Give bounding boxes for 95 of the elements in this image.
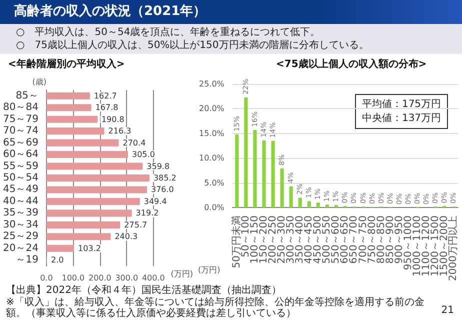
y-tick-label: 65～69 [2,137,38,148]
y-tick-label: 30～34 [2,219,38,230]
x-tick-label: 950～1000 [402,216,414,270]
data-label: 319.2 [136,208,159,218]
bar [316,202,320,208]
y-tick-label: 40～44 [2,196,38,207]
y-tick-label: 75～79 [2,114,38,125]
annotation: 中央値：137万円 [362,112,442,124]
bar [46,174,150,182]
data-label: 385.2 [153,174,176,182]
bar [46,210,132,217]
y-tick-label: 35～39 [2,208,38,219]
text: ※「収入」は、給与収入、年金等については給与所得控除、公的年金等控除を適用する前の金額。（事業収入等に係る仕入原価や必要経費は差し引いている） [6,296,426,320]
x-tick-label: 750～800 [366,216,378,264]
y-tick-label: 85～ [16,90,38,102]
x-tick-label: 650～700 [348,216,360,264]
bar [46,128,104,135]
bar [46,186,147,194]
data-label: 190.8 [101,114,124,124]
y-tick-label: 20～24 [2,242,38,254]
y-tick-label: 0.0% [204,203,225,212]
annotation: 平均値：175万円 [362,98,442,110]
data-label: 167.8 [95,103,118,112]
bar [271,140,275,208]
text: 【出典】2022年（令和４年）国民生活基礎調査（抽出調査） [6,285,282,296]
x-tick-label: 150～200 [258,216,270,264]
y-tick-label: ～19 [16,254,38,266]
x-tick-label: 900～950 [394,216,405,264]
x-tick-label: 300.0 [115,274,138,282]
y-tick-label: 80～84 [2,102,38,114]
data-label: 216.3 [108,126,132,136]
x-tick-label: 100.0 [62,274,85,282]
y-tick-label: 25.0% [198,80,225,88]
text: ○ 平均収入は、50～54歳を頂点に、年齢を重ねるにつれて低下。 [16,26,322,39]
bar [46,151,128,158]
data-label: 305.0 [132,150,155,160]
text: 21 [441,305,454,316]
y-tick-label: 60～64 [2,149,38,160]
x-tick-label: 400.0 [142,274,165,282]
y-tick-label: 5.0% [204,178,225,188]
x-tick-label: 50万円未満 [230,216,242,268]
bar [334,205,338,208]
bar [307,201,311,208]
data-label: 103.2 [78,244,101,253]
bar [46,233,111,240]
x-tick-label: 2000万円以上 [446,216,459,282]
data-label: 162.7 [94,91,117,100]
data-label: 349.4 [144,196,167,206]
data-label: 240.3 [114,232,138,242]
data-label: 2.0 [50,256,64,265]
x-tick-label: 200.0 [88,274,112,282]
bar [289,186,293,208]
x-axis-title: (万円) [198,266,220,274]
bar [235,134,239,208]
y-tick-label: 55～59 [2,160,38,172]
bar [280,168,284,208]
x-tick-label: 100～150 [249,216,260,264]
data-label: 275.7 [124,220,148,230]
y-tick-label: 50～54 [2,172,38,184]
bar [46,198,140,205]
bar [46,162,143,170]
text: 高齢者の収入の状況（2021年） [0,0,462,24]
chart-title: <年齢階層別の平均収入> [7,58,126,72]
y-axis-title: (歳) [32,78,46,86]
x-axis-title: (万円) [170,270,194,278]
data-label: 359.8 [146,162,170,171]
bar [46,92,90,100]
x-tick-label: 0.0 [40,274,53,282]
bar [244,97,248,208]
bar [253,130,257,208]
bar [298,198,302,208]
bar [325,204,329,208]
bar [46,221,120,228]
bar [46,139,119,146]
y-tick-label: 10.0% [198,154,225,163]
data-label: 376.0 [150,185,174,194]
bar [46,116,98,123]
text: ○ 75歳以上個人の収入は、50%以上が150万円未満の階層に分布している。 [16,39,370,52]
x-tick-label: 1200～1500 [430,216,441,276]
y-tick-label: 20.0% [198,104,225,114]
x-tick-label: 850～900 [384,216,396,264]
bar [262,140,266,208]
y-tick-label: 25～29 [2,231,38,242]
y-tick-label: 15.0% [198,128,225,138]
data-label: 270.4 [122,138,146,148]
x-tick-label: 1000～1100 [412,216,423,276]
chart-title: <75歳以上個人の収入額の分布> [275,58,428,72]
x-tick-label: 1100～1200 [420,216,432,276]
y-tick-label: 70～74 [2,126,38,137]
x-tick-label: 800～850 [376,216,387,264]
x-tick-label: 50～100 [240,216,252,258]
y-tick-label: 45～49 [2,184,38,196]
x-tick-label: 700～750 [358,216,369,264]
bar [46,104,92,112]
bar [46,244,74,252]
